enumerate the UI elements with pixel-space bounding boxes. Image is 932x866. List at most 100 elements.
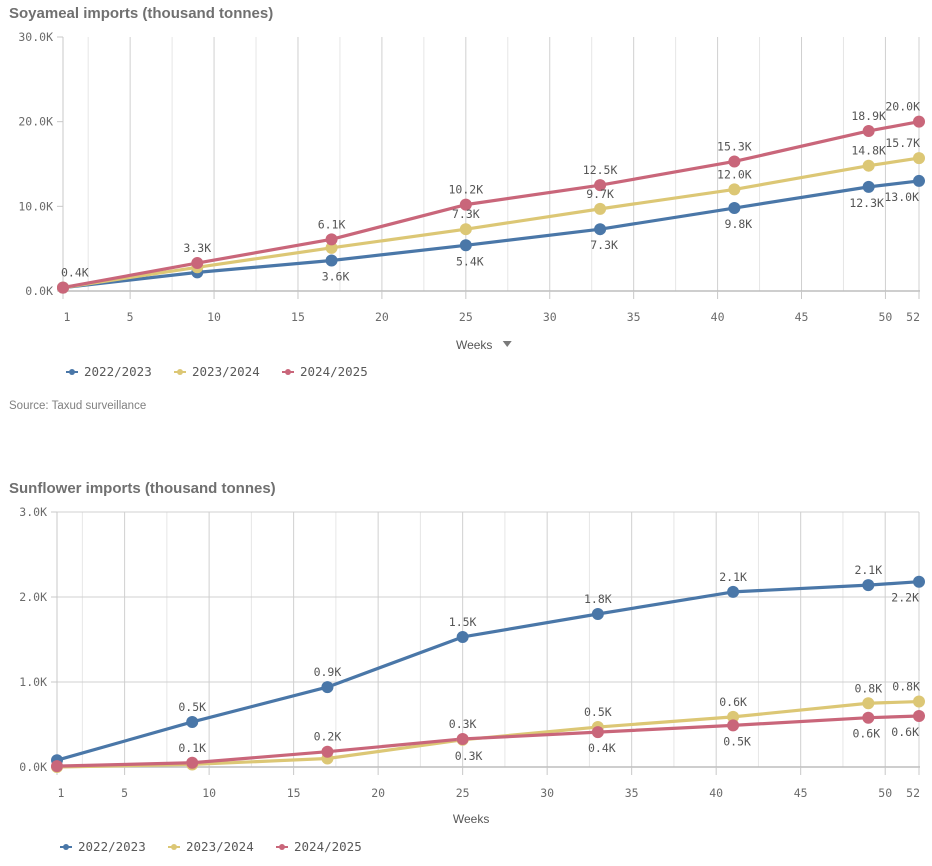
data-point[interactable] — [321, 745, 334, 758]
series-line-2022-2023 — [61, 179, 921, 290]
data-label: 9.8K — [725, 217, 753, 231]
data-label: 13.0K — [884, 190, 919, 204]
data-point[interactable] — [913, 575, 925, 588]
legend-dot-icon — [177, 369, 183, 375]
x-tick-label: 35 — [627, 310, 641, 324]
y-tick-label: 0.0K — [19, 760, 47, 774]
data-point[interactable] — [325, 254, 338, 267]
data-point[interactable] — [913, 695, 925, 708]
caret-down-icon[interactable] — [502, 341, 512, 347]
data-label: 14.8K — [851, 144, 886, 158]
data-point[interactable] — [456, 732, 469, 745]
data-point[interactable] — [191, 257, 204, 270]
x-tick-label: 30 — [543, 310, 557, 324]
legend-item[interactable]: 2022/2023 — [66, 364, 152, 379]
series-line-2024-2025 — [55, 714, 921, 768]
series-line-2024-2025 — [61, 120, 921, 290]
y-tick-label: 3.0K — [19, 505, 47, 519]
data-label: 0.4K — [61, 266, 89, 280]
data-point[interactable] — [728, 155, 741, 168]
y-tick-label: 1.0K — [19, 675, 47, 689]
legend-item[interactable]: 2024/2025 — [282, 364, 368, 379]
legend-item[interactable]: 2023/2024 — [168, 839, 254, 854]
data-label: 0.2K — [314, 730, 342, 744]
data-label: 0.6K — [852, 727, 880, 741]
x-tick-label: 25 — [456, 786, 470, 800]
data-label: 0.3K — [455, 749, 483, 763]
data-point[interactable] — [913, 152, 925, 165]
y-tick-label: 10.0K — [18, 199, 53, 213]
legend-item[interactable]: 2022/2023 — [60, 839, 146, 854]
data-point[interactable] — [186, 715, 199, 728]
chart-title: Soyameal imports (thousand tonnes) — [9, 5, 274, 22]
series-line-2023-2024 — [55, 699, 921, 769]
data-point[interactable] — [321, 681, 334, 694]
data-labels: 0.5K 0.9K 1.5K 1.8K 2.1K 2.1K 2.2K 0.3K 0.5K 0.6K… — [178, 563, 920, 763]
data-point[interactable] — [728, 183, 741, 196]
data-labels: 3.6K 5.4K 7.3K 9.8K 12.3K 13.0K 7.3K 9.7K 12.0K 1… — [61, 100, 920, 284]
legend-item[interactable]: 2024/2025 — [276, 839, 362, 854]
data-point[interactable] — [594, 179, 607, 192]
data-point[interactable] — [594, 202, 607, 215]
data-point[interactable] — [459, 239, 472, 252]
data-point[interactable] — [591, 726, 604, 739]
chart-title: Sunflower imports (thousand tonnes) — [9, 480, 276, 497]
data-point[interactable] — [591, 608, 604, 620]
data-label: 5.4K — [456, 254, 484, 268]
data-label: 15.3K — [717, 139, 752, 153]
data-point[interactable] — [186, 756, 199, 769]
x-tick-label: 1 — [64, 310, 71, 324]
x-tick-label: 15 — [291, 310, 305, 324]
data-point[interactable] — [913, 710, 925, 722]
x-tick-label: 52 — [906, 786, 920, 800]
data-label: 12.3K — [849, 196, 884, 210]
data-point[interactable] — [727, 585, 740, 598]
data-point[interactable] — [727, 719, 740, 732]
x-tick-label: 30 — [540, 786, 554, 800]
legend-dot-icon — [171, 844, 177, 850]
data-point[interactable] — [913, 174, 925, 187]
legend-item[interactable]: 2023/2024 — [174, 364, 260, 379]
data-label: 0.4K — [588, 741, 616, 755]
series-group — [57, 115, 925, 294]
x-tick-label: 40 — [711, 310, 725, 324]
x-tick-label: 25 — [459, 310, 473, 324]
data-point[interactable] — [325, 241, 338, 254]
data-label: 2.1K — [719, 570, 747, 584]
data-label: 2.2K — [891, 591, 919, 605]
data-point[interactable] — [456, 630, 469, 643]
data-point[interactable] — [913, 115, 925, 128]
y-tick-label: 20.0K — [18, 115, 53, 129]
y-axis: 0.0K 1.0K 2.0K 3.0K — [19, 505, 58, 774]
x-tick-label: 50 — [878, 786, 892, 800]
x-tick-label: 35 — [625, 786, 639, 800]
data-point[interactable] — [57, 281, 69, 294]
x-tick-label: 1 — [58, 786, 65, 800]
data-point[interactable] — [325, 233, 338, 246]
x-axis-title[interactable]: Weeks — [456, 338, 492, 352]
data-label: 3.3K — [183, 241, 211, 255]
series-line-2023-2024 — [61, 156, 921, 290]
data-point[interactable] — [727, 710, 740, 723]
legend-dot-icon — [63, 844, 69, 850]
data-point[interactable] — [862, 124, 875, 137]
data-label: 3.6K — [322, 270, 350, 284]
x-tick-label: 10 — [202, 786, 216, 800]
data-label: 0.5K — [178, 700, 206, 714]
data-point[interactable] — [862, 579, 875, 592]
data-point[interactable] — [594, 223, 607, 236]
data-point[interactable] — [459, 223, 472, 236]
data-label: 0.6K — [719, 695, 747, 709]
data-point[interactable] — [728, 202, 741, 215]
data-point[interactable] — [459, 198, 472, 211]
series-group — [51, 575, 925, 773]
legend: 2022/2023 2023/2024 2024/2025 — [66, 364, 368, 379]
data-point[interactable] — [862, 711, 875, 724]
data-point[interactable] — [51, 760, 63, 773]
data-point[interactable] — [862, 697, 875, 710]
data-point[interactable] — [862, 180, 875, 193]
data-point[interactable] — [862, 159, 875, 172]
legend-label: 2024/2025 — [294, 839, 362, 854]
